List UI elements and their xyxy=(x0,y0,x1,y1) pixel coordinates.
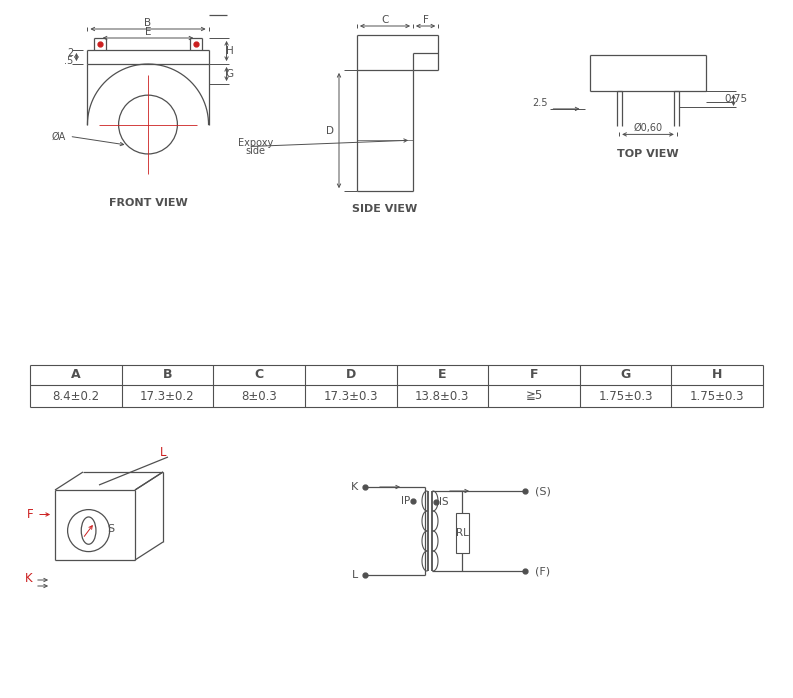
Text: H: H xyxy=(226,46,234,56)
Text: RL: RL xyxy=(455,528,469,538)
Text: SIDE VIEW: SIDE VIEW xyxy=(352,204,418,214)
Text: B: B xyxy=(163,369,172,382)
Text: C: C xyxy=(381,15,389,25)
Text: IS: IS xyxy=(439,497,449,507)
Text: TOP VIEW: TOP VIEW xyxy=(617,149,679,159)
Text: S: S xyxy=(107,524,114,533)
Text: H: H xyxy=(712,369,722,382)
Text: D: D xyxy=(346,369,356,382)
Text: ≧5: ≧5 xyxy=(525,389,542,403)
Text: (S): (S) xyxy=(535,486,551,496)
Text: .5: .5 xyxy=(64,56,74,66)
Text: K: K xyxy=(351,482,358,492)
Text: Expoxy: Expoxy xyxy=(238,138,273,147)
Text: 1.75±0.3: 1.75±0.3 xyxy=(690,389,745,403)
Text: side: side xyxy=(246,146,266,156)
Text: 8±0.3: 8±0.3 xyxy=(241,389,277,403)
Text: 2: 2 xyxy=(67,48,74,58)
Text: FRONT VIEW: FRONT VIEW xyxy=(109,198,187,208)
Text: 0.75: 0.75 xyxy=(724,94,748,104)
Text: 8.4±0.2: 8.4±0.2 xyxy=(52,389,99,403)
Text: F: F xyxy=(26,508,33,521)
Text: IP: IP xyxy=(400,496,410,506)
Text: ØA: ØA xyxy=(52,131,66,141)
Text: L: L xyxy=(352,570,358,580)
Text: L: L xyxy=(159,445,167,459)
Text: 1.75±0.3: 1.75±0.3 xyxy=(598,389,653,403)
Text: 17.3±0.3: 17.3±0.3 xyxy=(324,389,378,403)
Text: E: E xyxy=(438,369,446,382)
Text: C: C xyxy=(255,369,263,382)
Text: G: G xyxy=(225,69,234,79)
Text: 2.5: 2.5 xyxy=(533,98,548,108)
Text: E: E xyxy=(145,27,151,37)
Text: F: F xyxy=(423,15,428,25)
Bar xyxy=(455,513,469,553)
Text: G: G xyxy=(620,369,630,382)
Text: D: D xyxy=(326,126,334,135)
Text: Ø0,60: Ø0,60 xyxy=(634,124,663,133)
Text: 17.3±0.2: 17.3±0.2 xyxy=(140,389,195,403)
Text: F: F xyxy=(530,369,538,382)
Text: K: K xyxy=(25,572,33,584)
Text: (F): (F) xyxy=(535,566,550,576)
Text: 13.8±0.3: 13.8±0.3 xyxy=(415,389,469,403)
Text: B: B xyxy=(144,18,151,28)
Text: A: A xyxy=(71,369,81,382)
